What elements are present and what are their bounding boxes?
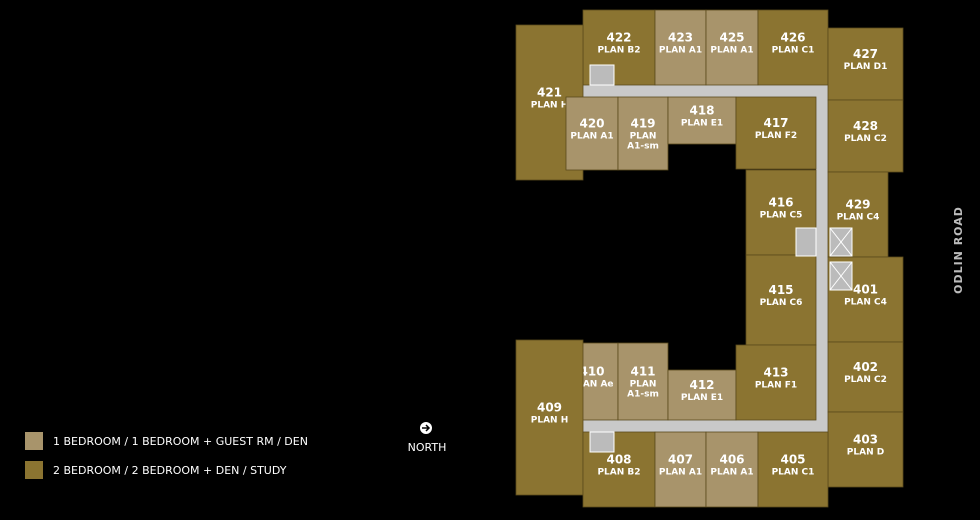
unit-number: 402 bbox=[853, 360, 878, 374]
unit-plan: PLAN A1 bbox=[710, 46, 753, 56]
unit-plan: PLAN C1 bbox=[772, 46, 815, 56]
unit-number: 411 bbox=[630, 365, 655, 379]
unit-plan: PLAN H bbox=[531, 101, 569, 111]
unit-plan: PLAN B2 bbox=[597, 46, 640, 56]
unit bbox=[667, 369, 737, 421]
unit-number: 405 bbox=[780, 453, 805, 467]
unit-plan: PLAN D1 bbox=[844, 62, 888, 72]
unit-number: 420 bbox=[579, 117, 604, 131]
unit bbox=[827, 99, 904, 173]
north-arrow bbox=[422, 424, 431, 432]
unit-plan: PLAN E1 bbox=[681, 393, 723, 403]
unit-number: 413 bbox=[763, 366, 788, 380]
stair bbox=[589, 431, 615, 453]
north-label: NORTH bbox=[408, 441, 447, 454]
unit-plan: A1-sm bbox=[627, 390, 659, 400]
unit bbox=[827, 341, 904, 413]
unit bbox=[757, 9, 829, 86]
unit-number: 409 bbox=[537, 401, 562, 415]
corridor-top bbox=[583, 85, 828, 97]
unit-number: 416 bbox=[768, 196, 793, 210]
unit-number: 407 bbox=[668, 453, 693, 467]
legend-swatch bbox=[25, 461, 43, 479]
unit-plan: PLAN C2 bbox=[844, 375, 887, 385]
unit bbox=[757, 431, 829, 508]
unit-number: 418 bbox=[689, 104, 714, 118]
unit-number: 403 bbox=[853, 433, 878, 447]
unit-number: 410 bbox=[579, 365, 604, 379]
unit bbox=[667, 96, 737, 145]
unit bbox=[827, 411, 904, 488]
legend-label: 2 BEDROOM / 2 BEDROOM + DEN / STUDY bbox=[53, 464, 287, 477]
unit-plan: A1-sm bbox=[627, 142, 659, 152]
unit-plan: PLAN C4 bbox=[844, 298, 887, 308]
unit-plan: PLAN A1 bbox=[659, 468, 702, 478]
unit-number: 422 bbox=[606, 31, 631, 45]
elevator-cross bbox=[829, 227, 853, 257]
unit bbox=[565, 96, 619, 171]
unit-plan: PLAN F2 bbox=[755, 131, 797, 141]
unit-number: 427 bbox=[853, 47, 878, 61]
stair bbox=[795, 227, 817, 257]
unit-plan: PLAN bbox=[630, 380, 657, 390]
unit bbox=[735, 96, 817, 170]
corridor-bottom bbox=[583, 420, 828, 432]
stairs bbox=[589, 64, 853, 453]
unit-number: 426 bbox=[780, 31, 805, 45]
unit-plan: PLAN C6 bbox=[760, 298, 803, 308]
unit-number: 406 bbox=[719, 453, 744, 467]
unit-number: 401 bbox=[853, 283, 878, 297]
unit-plan: PLAN C1 bbox=[772, 468, 815, 478]
unit-plan: PLAN bbox=[630, 132, 657, 142]
unit bbox=[515, 339, 584, 496]
unit-number: 419 bbox=[630, 117, 655, 131]
unit-number: 429 bbox=[845, 198, 870, 212]
unit-plan: PLAN F1 bbox=[755, 381, 797, 391]
unit-plan: PLAN C2 bbox=[844, 134, 887, 144]
unit bbox=[654, 431, 707, 508]
unit-plan: PLAN A1 bbox=[710, 468, 753, 478]
unit-plan: PLAN C5 bbox=[760, 211, 803, 221]
unit-number: 417 bbox=[763, 116, 788, 130]
unit-plan: PLAN H bbox=[531, 416, 569, 426]
legend-label: 1 BEDROOM / 1 BEDROOM + GUEST RM / DEN bbox=[53, 435, 308, 448]
unit bbox=[735, 344, 817, 421]
stair bbox=[589, 64, 615, 86]
unit bbox=[745, 254, 817, 346]
corridor bbox=[583, 85, 828, 432]
unit bbox=[617, 342, 669, 421]
corridor-notch bbox=[735, 85, 743, 97]
unit-number: 423 bbox=[668, 31, 693, 45]
unit-number: 415 bbox=[768, 283, 793, 297]
unit-plan: PLAN A1 bbox=[570, 132, 613, 142]
unit-number: 425 bbox=[719, 31, 744, 45]
road-label: ODLIN ROAD bbox=[952, 206, 965, 294]
unit-plan: PLAN Ae bbox=[570, 380, 613, 390]
unit-plan: PLAN D bbox=[847, 448, 884, 458]
unit-plan: PLAN E1 bbox=[681, 119, 723, 129]
legend-swatch bbox=[25, 432, 43, 450]
corridor-right bbox=[816, 85, 828, 432]
unit-plan: PLAN B2 bbox=[597, 468, 640, 478]
unit-plan: PLAN A1 bbox=[659, 46, 702, 56]
unit-number: 412 bbox=[689, 378, 714, 392]
unit-number: 428 bbox=[853, 119, 878, 133]
unit-plan: PLAN C4 bbox=[837, 213, 880, 223]
elevator-cross bbox=[829, 261, 853, 291]
unit-number: 421 bbox=[537, 86, 562, 100]
unit-number: 408 bbox=[606, 453, 631, 467]
